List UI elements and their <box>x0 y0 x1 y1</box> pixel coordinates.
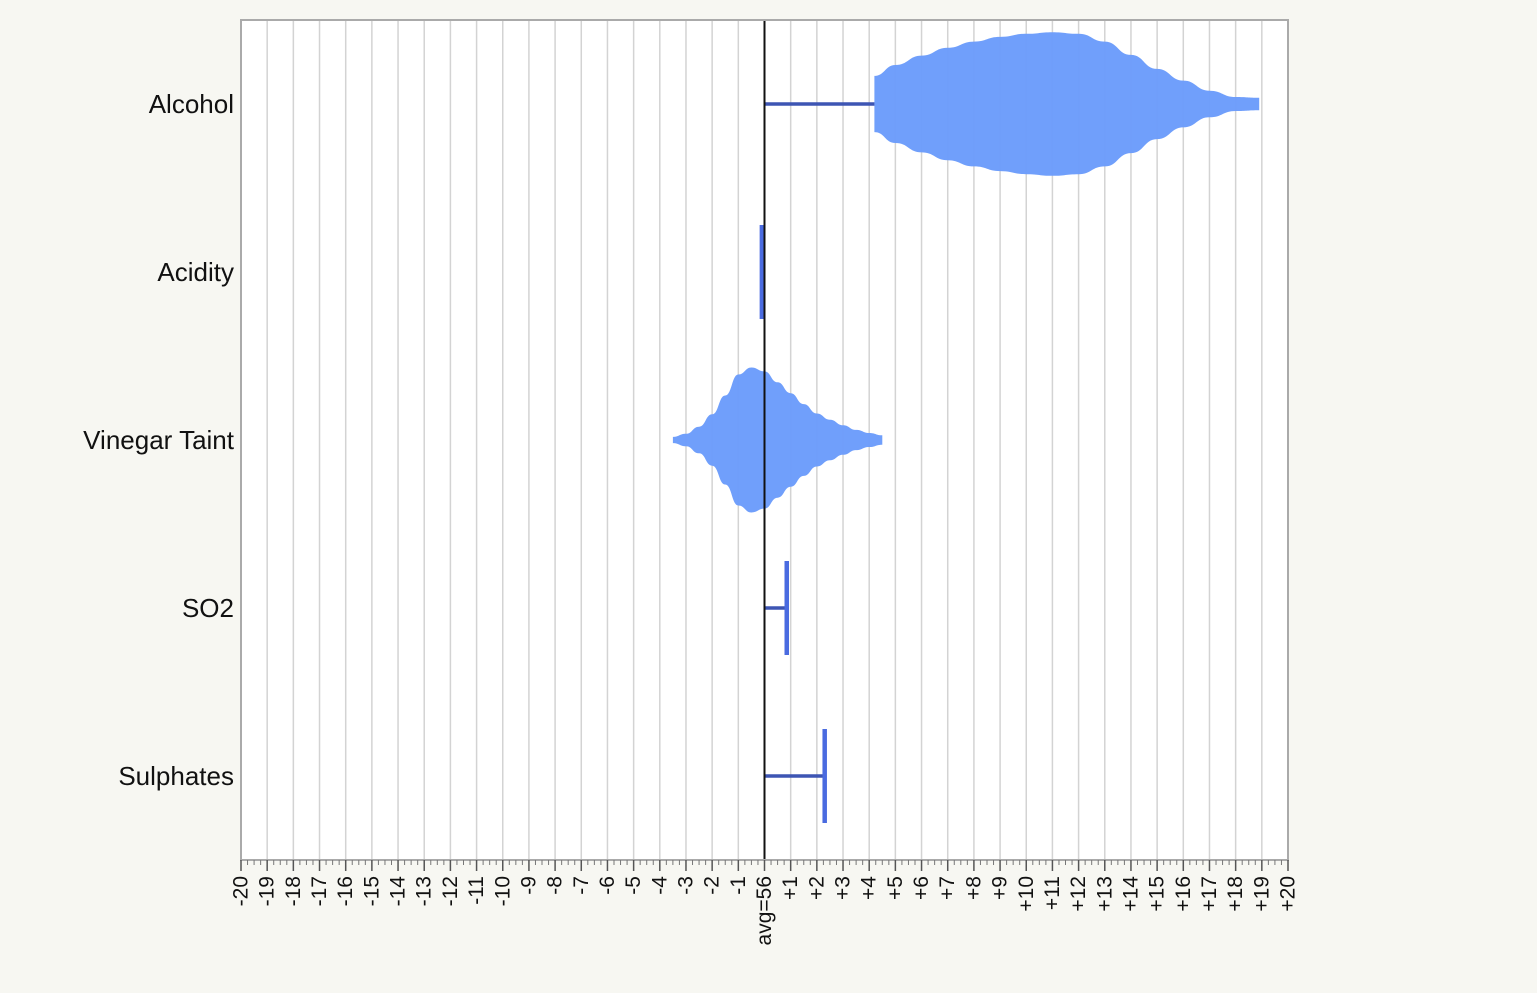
x-tick-label: +15 <box>1146 876 1169 912</box>
x-tick-label: +12 <box>1067 876 1090 912</box>
x-tick-label: +19 <box>1250 876 1273 912</box>
x-tick-label: -5 <box>622 876 645 895</box>
x-tick-label: +4 <box>858 876 881 900</box>
x-tick-label: +7 <box>936 876 959 900</box>
x-tick-label: +8 <box>962 876 985 900</box>
x-tick-label: +10 <box>1015 876 1038 912</box>
x-tick-label: -20 <box>230 876 253 906</box>
category-label: Vinegar Taint <box>83 425 235 455</box>
x-tick-label: +1 <box>779 876 802 900</box>
x-tick-label: +2 <box>805 876 828 900</box>
x-axis: -20 -19 -18 -17 -16 -15 -14 -13 -12 -11 -10 -9 -8 -7-… <box>230 860 1300 945</box>
category-label: Alcohol <box>149 89 234 119</box>
x-tick-label: -18 <box>282 876 305 906</box>
violin-alcohol <box>874 32 1260 176</box>
x-tick-label: +9 <box>989 876 1012 900</box>
x-tick-label: -6 <box>596 876 619 895</box>
x-tick-label: +13 <box>1093 876 1116 912</box>
x-tick-label: -7 <box>570 876 593 895</box>
x-tick-label: -19 <box>256 876 279 906</box>
x-tick-label: +14 <box>1119 876 1142 912</box>
x-tick-label: -14 <box>387 876 410 907</box>
x-tick-label: +20 <box>1277 876 1300 912</box>
x-tick-label: -17 <box>308 876 331 906</box>
x-tick-label: -11 <box>465 876 488 905</box>
x-tick-label: +11 <box>1041 876 1064 910</box>
violin-vinegar-taint <box>672 367 883 513</box>
x-tick-label: +6 <box>910 876 933 900</box>
x-tick-label: -1 <box>727 876 750 895</box>
x-tick-label: -9 <box>517 876 540 895</box>
x-tick-label: +17 <box>1198 876 1221 912</box>
category-label: Acidity <box>157 257 234 287</box>
x-tick-label: avg=56 <box>753 876 776 945</box>
x-tick-label: -4 <box>648 876 671 895</box>
x-tick-label: -16 <box>334 876 357 906</box>
x-tick-label: +5 <box>884 876 907 900</box>
x-tick-label: -10 <box>491 876 514 906</box>
x-tick-label: +18 <box>1224 876 1247 912</box>
x-tick-label: -15 <box>360 876 383 906</box>
category-label: Sulphates <box>118 761 234 791</box>
x-tick-label: -3 <box>674 876 697 895</box>
x-tick-label: -13 <box>413 876 436 906</box>
category-label: SO2 <box>182 593 234 623</box>
chart-marks <box>672 32 1260 823</box>
x-tick-label: +16 <box>1172 876 1195 912</box>
x-tick-label: -8 <box>544 876 567 895</box>
x-tick-label: +3 <box>832 876 855 900</box>
category-labels: Alcohol Acidity Vinegar Taint SO2 Sulphates <box>83 89 235 791</box>
x-tick-label: -2 <box>701 876 724 895</box>
x-tick-label: -12 <box>439 876 462 906</box>
